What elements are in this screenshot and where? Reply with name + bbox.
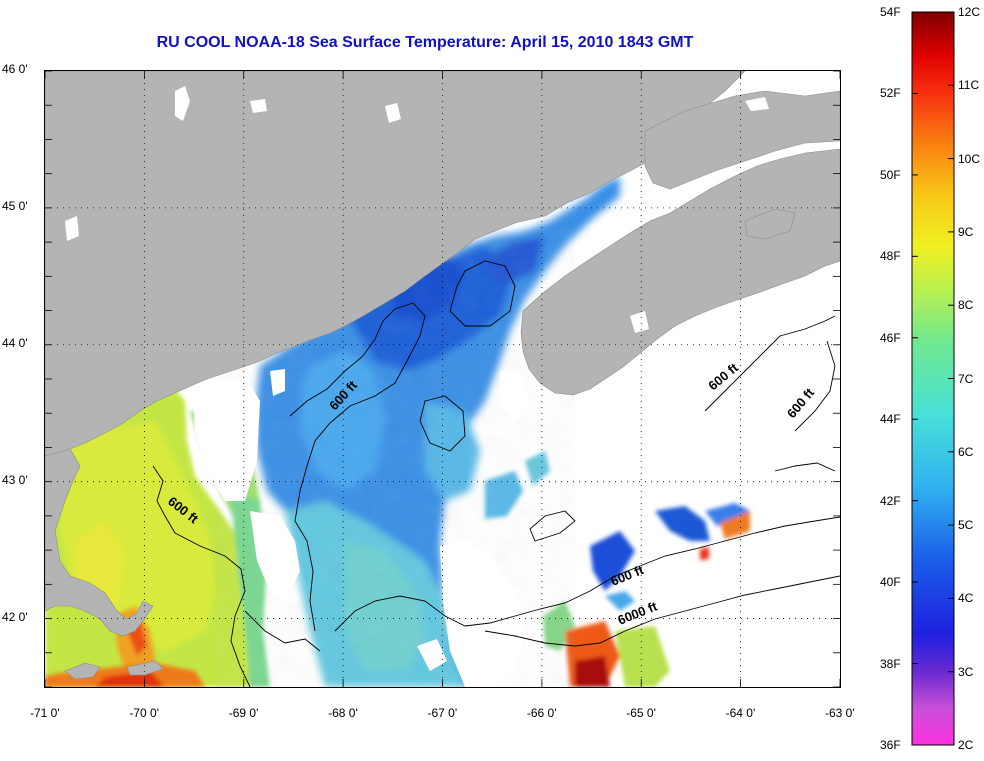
lat-tick-label: 44 0' xyxy=(2,335,28,350)
contour-label-3: 600 ft xyxy=(705,360,741,394)
lon-tick-label: -70 0' xyxy=(129,706,160,720)
lon-tick-label: -67 0' xyxy=(427,706,458,720)
contour-label-4: 600 ft xyxy=(784,385,818,421)
lon-tick-label: -69 0' xyxy=(228,706,259,720)
inland-lakes xyxy=(65,86,769,333)
colorbar-c-label: 9C xyxy=(958,224,974,239)
temperature-colorbar xyxy=(911,11,955,746)
colorbar-c-label: 3C xyxy=(958,664,974,679)
colorbar-f-label: 38F xyxy=(880,656,901,671)
colorbar-f-label: 42F xyxy=(880,493,901,508)
colorbar-c-label: 12C xyxy=(958,5,981,19)
colorbar-c-label: 6C xyxy=(958,444,974,459)
graticule-grid xyxy=(45,71,840,687)
lon-tick-label: -68 0' xyxy=(328,706,358,720)
lon-tick-label: -71 0' xyxy=(30,706,60,720)
colorbar-c-label: 4C xyxy=(958,591,974,606)
sst-map-canvas: 600 ft 600 ft 600 ft 600 ft 600 ft 6000 … xyxy=(45,71,840,687)
colorbar-f-label: 52F xyxy=(880,86,901,101)
colorbar-c-label: 8C xyxy=(958,298,974,313)
colorbar-c-label: 11C xyxy=(958,78,980,93)
lat-tick-label: 46 0' xyxy=(2,62,28,76)
colorbar-c-label: 5C xyxy=(958,518,974,533)
colorbar-f-label: 40F xyxy=(880,575,901,590)
lat-tick-label: 43 0' xyxy=(2,472,28,487)
lon-tick-label: -66 0' xyxy=(526,706,557,720)
colorbar-c-label: 10C xyxy=(958,151,981,166)
colorbar-f-label: 50F xyxy=(880,167,901,182)
lon-tick-label: -65 0' xyxy=(626,706,656,720)
colorbar-c-label: 7C xyxy=(958,371,974,386)
cloud-mask xyxy=(193,369,530,687)
lat-tick-label: 42 0' xyxy=(2,609,28,624)
lat-tick-label: 45 0' xyxy=(2,198,28,213)
lon-tick-label: -63 0' xyxy=(825,706,855,720)
colorbar-f-label: 54F xyxy=(880,5,901,19)
land-mass xyxy=(45,71,840,680)
colorbar-f-label: 48F xyxy=(880,249,901,264)
sst-map[interactable]: 600 ft 600 ft 600 ft 600 ft 600 ft 6000 … xyxy=(44,70,841,688)
colorbar-gradient xyxy=(911,11,955,746)
isobath-contours xyxy=(152,260,840,687)
lon-tick-label: -64 0' xyxy=(725,706,756,720)
colorbar-f-label: 46F xyxy=(880,330,901,345)
colorbar-f-label: 44F xyxy=(880,412,901,427)
map-title: RU COOL NOAA-18 Sea Surface Temperature:… xyxy=(156,34,694,51)
colorbar-f-label: 36F xyxy=(880,738,901,752)
sst-cape-cod-warm xyxy=(45,606,205,687)
colorbar-c-label: 2C xyxy=(958,738,974,752)
